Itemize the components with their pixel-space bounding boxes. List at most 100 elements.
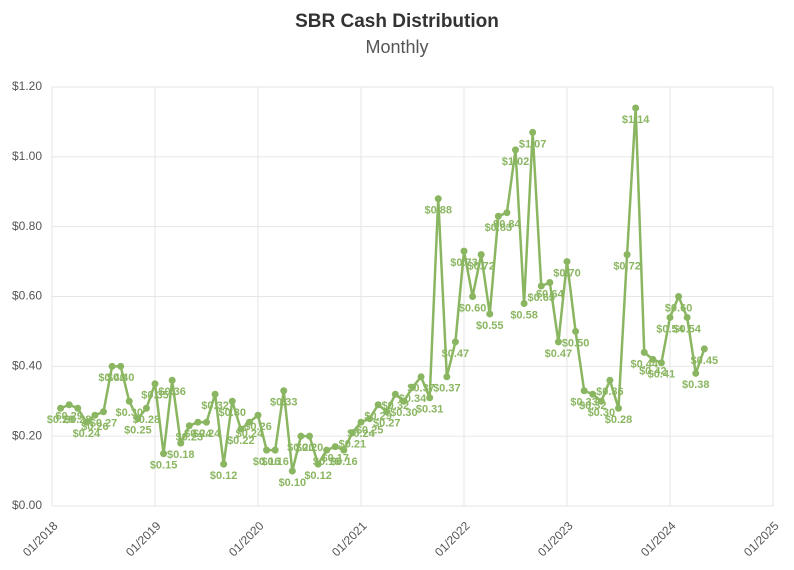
data-label: $0.58	[510, 309, 538, 321]
data-label: $0.20	[296, 442, 324, 454]
point	[486, 310, 494, 318]
point	[185, 422, 193, 430]
point	[692, 369, 700, 377]
data-label: $0.18	[167, 449, 195, 461]
y-tick-label: $1.20	[12, 79, 42, 93]
data-label: $0.34	[399, 393, 427, 405]
point	[683, 313, 691, 321]
point	[426, 394, 434, 402]
data-label: $0.24	[184, 428, 212, 440]
data-label: $0.47	[545, 348, 573, 360]
data-label: $0.16	[313, 456, 341, 468]
point	[74, 404, 82, 412]
data-label: $0.29	[55, 411, 83, 423]
x-tick-label: 01/2018	[20, 518, 61, 559]
data-label: $0.45	[691, 355, 719, 367]
data-label: $0.28	[133, 414, 161, 426]
point	[675, 293, 683, 300]
data-label: $0.73	[450, 257, 478, 269]
point	[469, 293, 477, 300]
data-label: $0.88	[424, 205, 452, 217]
data-label: $0.28	[605, 414, 633, 426]
data-label: $1.07	[519, 138, 547, 150]
data-label: $0.55	[476, 320, 504, 332]
y-tick-label: $0.20	[12, 428, 42, 442]
point	[443, 373, 451, 381]
x-tick-label: 01/2023	[535, 518, 576, 559]
data-label: $0.35	[141, 390, 169, 402]
data-label: $0.41	[648, 369, 676, 381]
data-label: $0.15	[150, 460, 178, 472]
data-label: $0.26	[244, 421, 272, 433]
point	[280, 387, 288, 395]
data-label: $0.72	[613, 261, 641, 273]
data-label: $0.24	[73, 428, 101, 440]
data-label: $0.60	[459, 302, 487, 314]
point	[589, 390, 597, 398]
data-label: $0.30	[218, 407, 246, 419]
point	[245, 418, 253, 426]
point	[477, 251, 485, 259]
data-label: $0.30	[588, 407, 616, 419]
point	[572, 327, 580, 335]
point	[82, 418, 90, 426]
data-label: $0.47	[442, 348, 470, 360]
data-label: $1.02	[502, 156, 530, 168]
x-tick-label: 01/2022	[432, 518, 473, 559]
point	[331, 443, 339, 451]
data-label: $0.42	[639, 365, 667, 377]
point	[220, 460, 228, 468]
point	[666, 313, 674, 321]
data-label: $0.25	[124, 425, 152, 437]
point	[288, 467, 296, 475]
point	[340, 446, 348, 454]
point	[520, 299, 528, 307]
point	[554, 338, 562, 346]
point	[409, 383, 416, 391]
point	[374, 401, 382, 409]
data-label: $0.12	[304, 470, 332, 482]
point	[160, 450, 168, 458]
data-label: $0.37	[407, 383, 435, 395]
y-tick-label: $1.00	[12, 149, 42, 163]
point	[640, 348, 648, 356]
point	[357, 418, 365, 426]
data-label: $0.36	[158, 386, 186, 398]
point	[512, 146, 519, 154]
point	[529, 128, 537, 136]
data-label: $0.12	[210, 470, 238, 482]
point	[537, 282, 545, 290]
point	[657, 359, 665, 367]
data-label: $0.23	[176, 432, 204, 444]
point	[366, 415, 374, 423]
data-label: $0.31	[416, 404, 444, 416]
point	[615, 404, 622, 412]
data-label: $0.83	[485, 222, 513, 234]
point	[503, 209, 511, 217]
series-line	[60, 106, 706, 473]
point	[271, 446, 279, 454]
x-tick-label: 01/2021	[329, 518, 370, 559]
data-label: $0.24	[236, 428, 264, 440]
point	[700, 345, 708, 353]
x-tick-label: 01/2024	[638, 518, 679, 559]
point	[237, 425, 245, 433]
point	[383, 408, 391, 416]
data-label: $0.16	[261, 456, 289, 468]
point	[606, 376, 614, 384]
data-label: $0.16	[253, 456, 281, 468]
data-label: $0.37	[433, 383, 461, 395]
data-label: $0.24	[193, 428, 221, 440]
data-label: $0.54	[656, 323, 684, 335]
chart-subtitle: Monthly	[365, 37, 428, 57]
data-label: $0.32	[201, 400, 229, 412]
point	[632, 104, 640, 112]
point	[151, 380, 159, 388]
point	[649, 355, 657, 363]
point	[623, 251, 631, 259]
data-label: $0.25	[356, 425, 384, 437]
point	[211, 390, 219, 398]
point	[168, 376, 176, 384]
point	[194, 418, 202, 426]
